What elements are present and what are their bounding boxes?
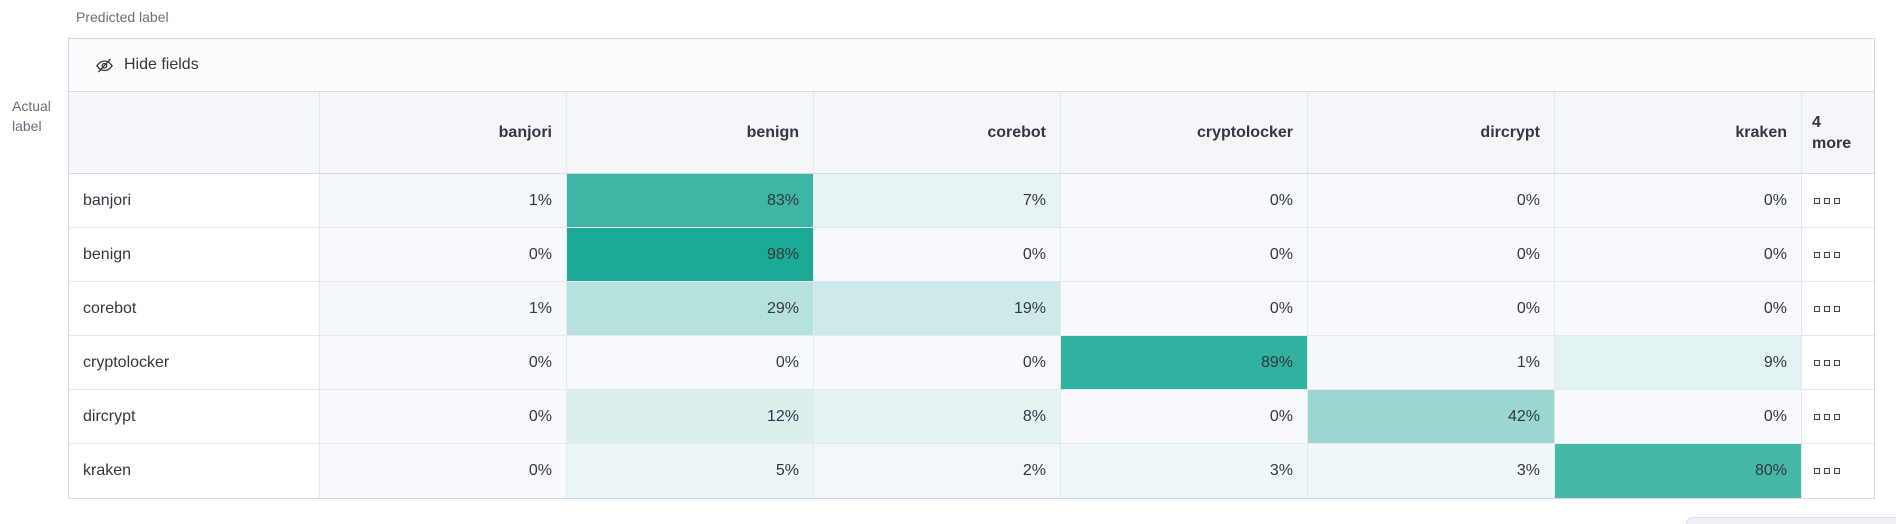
- more-header-line1: 4: [1812, 113, 1821, 131]
- matrix-cell-cryptolocker-benign[interactable]: 0%: [567, 336, 814, 390]
- column-header-dircrypt[interactable]: dircrypt: [1308, 92, 1555, 174]
- matrix-cell-kraken-kraken[interactable]: 80%: [1555, 444, 1802, 498]
- row-header-corebot[interactable]: corebot: [69, 282, 320, 336]
- matrix-cell-dircrypt-cryptolocker[interactable]: 0%: [1061, 390, 1308, 444]
- row-header-dircrypt[interactable]: dircrypt: [69, 390, 320, 444]
- matrix-cell-banjori-kraken[interactable]: 0%: [1555, 174, 1802, 228]
- more-values-cell-banjori[interactable]: [1802, 174, 1874, 228]
- predicted-axis-label: Predicted label: [76, 9, 169, 25]
- matrix-cell-corebot-kraken[interactable]: 0%: [1555, 282, 1802, 336]
- column-header-banjori[interactable]: banjori: [320, 92, 567, 174]
- matrix-cell-benign-dircrypt[interactable]: 0%: [1308, 228, 1555, 282]
- boxes-horizontal-icon: [1814, 359, 1840, 366]
- hide-fields-button[interactable]: Hide fields: [69, 39, 1874, 92]
- matrix-cell-benign-cryptolocker[interactable]: 0%: [1061, 228, 1308, 282]
- boxes-horizontal-icon: [1814, 468, 1840, 474]
- column-header-benign[interactable]: benign: [567, 92, 814, 174]
- matrix-cell-corebot-corebot[interactable]: 19%: [814, 282, 1061, 336]
- matrix-cell-corebot-banjori[interactable]: 1%: [320, 282, 567, 336]
- matrix-cell-dircrypt-kraken[interactable]: 0%: [1555, 390, 1802, 444]
- matrix-cell-corebot-dircrypt[interactable]: 0%: [1308, 282, 1555, 336]
- matrix-cell-cryptolocker-dircrypt[interactable]: 1%: [1308, 336, 1555, 390]
- column-header-cryptolocker[interactable]: cryptolocker: [1061, 92, 1308, 174]
- matrix-cell-banjori-benign[interactable]: 83%: [567, 174, 814, 228]
- row-header-banjori[interactable]: banjori: [69, 174, 320, 228]
- matrix-cell-kraken-cryptolocker[interactable]: 3%: [1061, 444, 1308, 498]
- matrix-cell-benign-benign[interactable]: 98%: [567, 228, 814, 282]
- matrix-cell-kraken-banjori[interactable]: 0%: [320, 444, 567, 498]
- hide-fields-label: Hide fields: [124, 56, 199, 73]
- boxes-horizontal-icon: [1814, 413, 1840, 420]
- actual-axis-label-line1: Actual: [12, 98, 51, 114]
- confusion-matrix-grid: banjori benign corebot cryptolocker dircrypt…: [69, 92, 1874, 498]
- column-header-corebot[interactable]: corebot: [814, 92, 1061, 174]
- matrix-cell-banjori-banjori[interactable]: 1%: [320, 174, 567, 228]
- matrix-cell-cryptolocker-kraken[interactable]: 9%: [1555, 336, 1802, 390]
- matrix-cell-kraken-benign[interactable]: 5%: [567, 444, 814, 498]
- matrix-cell-cryptolocker-cryptolocker[interactable]: 89%: [1061, 336, 1308, 390]
- matrix-cell-dircrypt-banjori[interactable]: 0%: [320, 390, 567, 444]
- row-header-benign[interactable]: benign: [69, 228, 320, 282]
- more-values-cell-benign[interactable]: [1802, 228, 1874, 282]
- boxes-horizontal-icon: [1814, 305, 1840, 312]
- matrix-cell-cryptolocker-banjori[interactable]: 0%: [320, 336, 567, 390]
- more-values-cell-cryptolocker[interactable]: [1802, 336, 1874, 390]
- matrix-cell-corebot-cryptolocker[interactable]: 0%: [1061, 282, 1308, 336]
- column-header-more[interactable]: 4 more: [1802, 92, 1874, 174]
- matrix-cell-cryptolocker-corebot[interactable]: 0%: [814, 336, 1061, 390]
- matrix-cell-dircrypt-corebot[interactable]: 8%: [814, 390, 1061, 444]
- boxes-horizontal-icon: [1814, 251, 1840, 258]
- column-header-kraken[interactable]: kraken: [1555, 92, 1802, 174]
- matrix-cell-banjori-cryptolocker[interactable]: 0%: [1061, 174, 1308, 228]
- matrix-cell-dircrypt-dircrypt[interactable]: 42%: [1308, 390, 1555, 444]
- more-values-cell-kraken[interactable]: [1802, 444, 1874, 498]
- boxes-horizontal-icon: [1814, 197, 1840, 204]
- actual-axis-label-line2: label: [12, 118, 42, 134]
- matrix-cell-dircrypt-benign[interactable]: 12%: [567, 390, 814, 444]
- matrix-cell-kraken-corebot[interactable]: 2%: [814, 444, 1061, 498]
- more-values-cell-dircrypt[interactable]: [1802, 390, 1874, 444]
- more-values-cell-corebot[interactable]: [1802, 282, 1874, 336]
- confusion-matrix-panel: Hide fields banjori benign corebot cryptolo…: [68, 38, 1875, 499]
- column-header-corner: [69, 92, 320, 174]
- matrix-cell-corebot-benign[interactable]: 29%: [567, 282, 814, 336]
- eye-closed-icon: [95, 56, 114, 75]
- actual-axis-label: Actual label: [12, 96, 51, 136]
- more-header-line2: more: [1812, 134, 1852, 152]
- row-header-kraken[interactable]: kraken: [69, 444, 320, 498]
- matrix-cell-benign-kraken[interactable]: 0%: [1555, 228, 1802, 282]
- matrix-cell-banjori-corebot[interactable]: 7%: [814, 174, 1061, 228]
- matrix-cell-benign-banjori[interactable]: 0%: [320, 228, 567, 282]
- matrix-cell-benign-corebot[interactable]: 0%: [814, 228, 1061, 282]
- matrix-cell-kraken-dircrypt[interactable]: 3%: [1308, 444, 1555, 498]
- row-header-cryptolocker[interactable]: cryptolocker: [69, 336, 320, 390]
- matrix-cell-banjori-dircrypt[interactable]: 0%: [1308, 174, 1555, 228]
- horizontal-scrollbar[interactable]: [1686, 517, 1896, 524]
